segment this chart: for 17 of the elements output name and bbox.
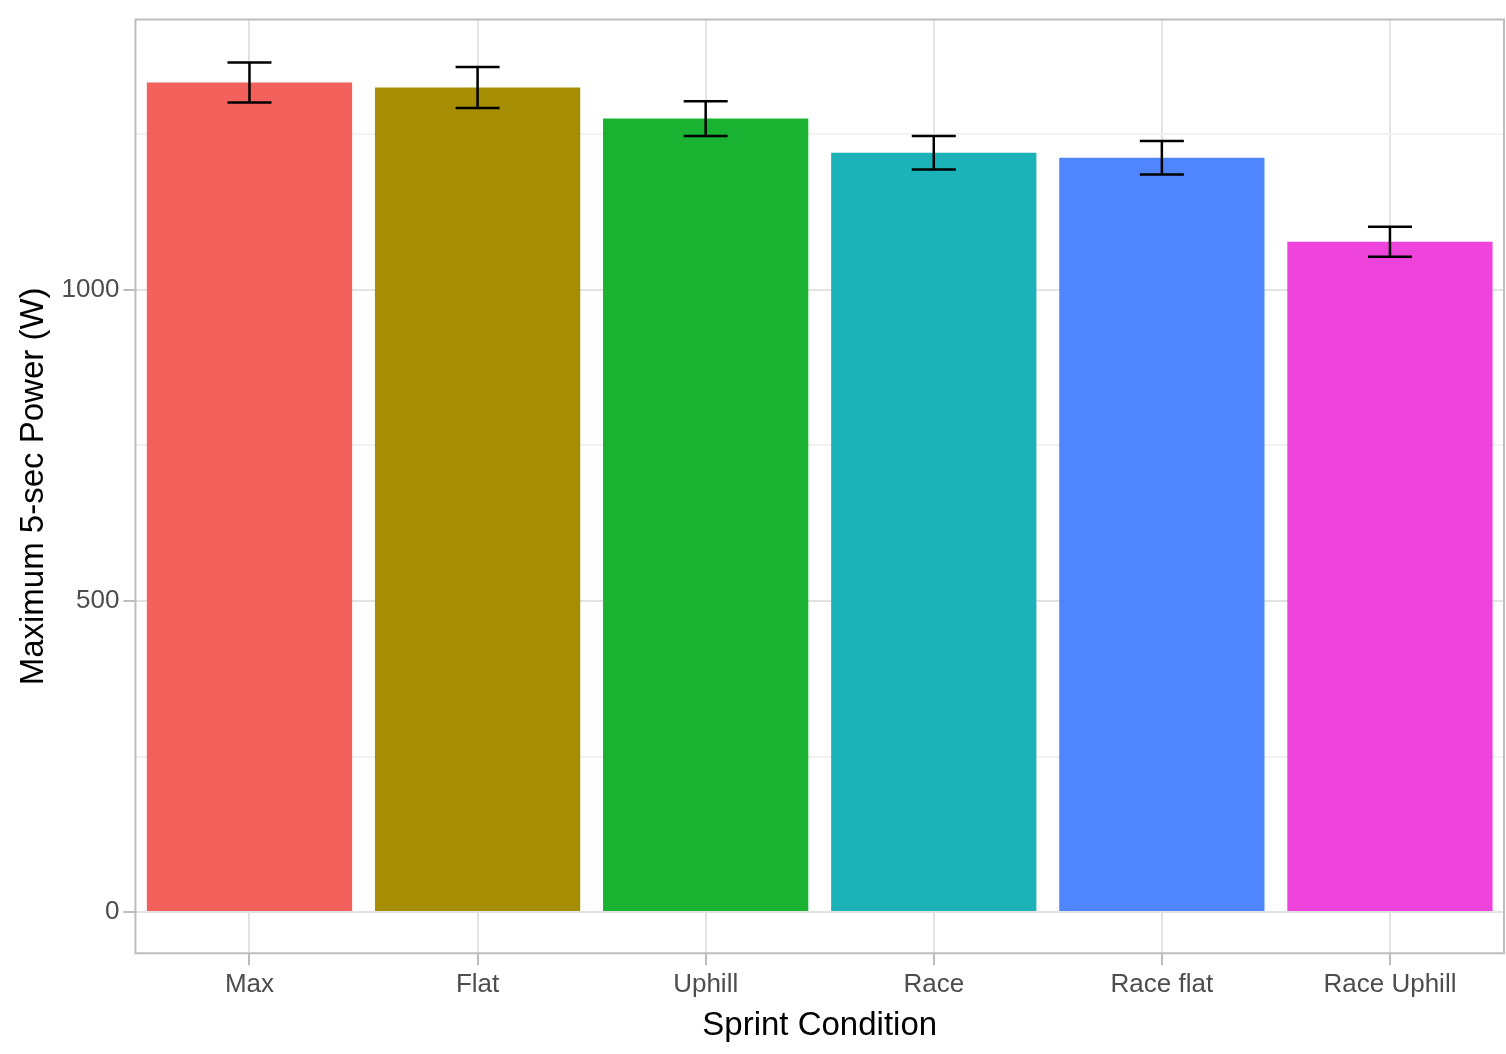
x-tick-label: Uphill bbox=[673, 967, 739, 998]
bar bbox=[1287, 241, 1493, 912]
y-tick-label: 500 bbox=[76, 584, 120, 615]
x-tick-label: Max bbox=[224, 967, 275, 998]
bar bbox=[374, 87, 581, 912]
x-tick-label: Flat bbox=[455, 967, 501, 998]
y-tick-label: 1000 bbox=[61, 272, 120, 303]
y-tick-label: 0 bbox=[104, 895, 120, 926]
x-axis-title: Sprint Condition bbox=[702, 1005, 938, 1043]
bar bbox=[146, 82, 353, 912]
y-axis-title: Maximum 5-sec Power (W) bbox=[12, 287, 50, 686]
x-tick-label: Race bbox=[903, 967, 965, 998]
x-tick-label: Race Uphill bbox=[1323, 967, 1457, 998]
bar bbox=[831, 152, 1037, 912]
bar bbox=[1059, 157, 1265, 912]
bar bbox=[603, 118, 809, 912]
x-tick-label: Race flat bbox=[1110, 967, 1214, 998]
